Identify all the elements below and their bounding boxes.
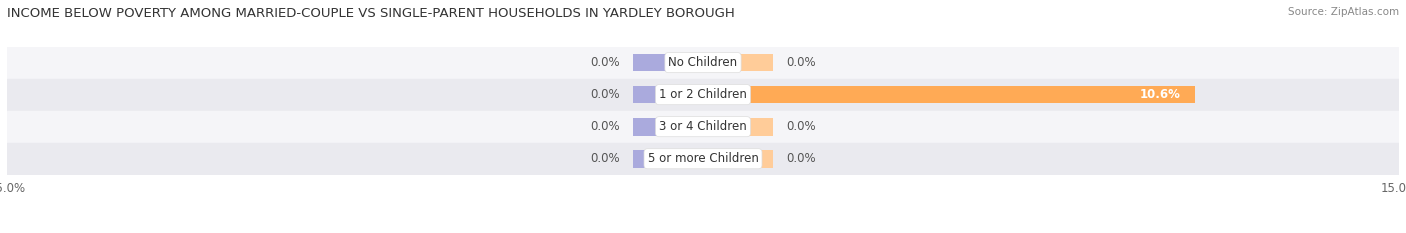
Text: 5 or more Children: 5 or more Children	[648, 152, 758, 165]
Bar	[633, 118, 703, 136]
Bar	[7, 79, 1399, 111]
Text: 10.6%: 10.6%	[1140, 88, 1181, 101]
Text: 0.0%: 0.0%	[786, 120, 815, 133]
Text: INCOME BELOW POVERTY AMONG MARRIED-COUPLE VS SINGLE-PARENT HOUSEHOLDS IN YARDLEY: INCOME BELOW POVERTY AMONG MARRIED-COUPL…	[7, 7, 735, 20]
Bar	[703, 54, 773, 72]
Bar	[703, 150, 773, 168]
Text: 0.0%: 0.0%	[786, 152, 815, 165]
Bar	[703, 86, 1195, 103]
Bar	[7, 143, 1399, 175]
Bar	[633, 86, 703, 103]
Text: 0.0%: 0.0%	[591, 88, 620, 101]
Bar	[703, 118, 773, 136]
Text: 3 or 4 Children: 3 or 4 Children	[659, 120, 747, 133]
Text: Source: ZipAtlas.com: Source: ZipAtlas.com	[1288, 7, 1399, 17]
Bar	[633, 54, 703, 72]
Bar	[633, 150, 703, 168]
Text: 0.0%: 0.0%	[591, 152, 620, 165]
Text: 1 or 2 Children: 1 or 2 Children	[659, 88, 747, 101]
Bar	[7, 111, 1399, 143]
Text: 0.0%: 0.0%	[786, 56, 815, 69]
Text: No Children: No Children	[668, 56, 738, 69]
Bar	[7, 47, 1399, 79]
Text: 0.0%: 0.0%	[591, 56, 620, 69]
Text: 0.0%: 0.0%	[591, 120, 620, 133]
